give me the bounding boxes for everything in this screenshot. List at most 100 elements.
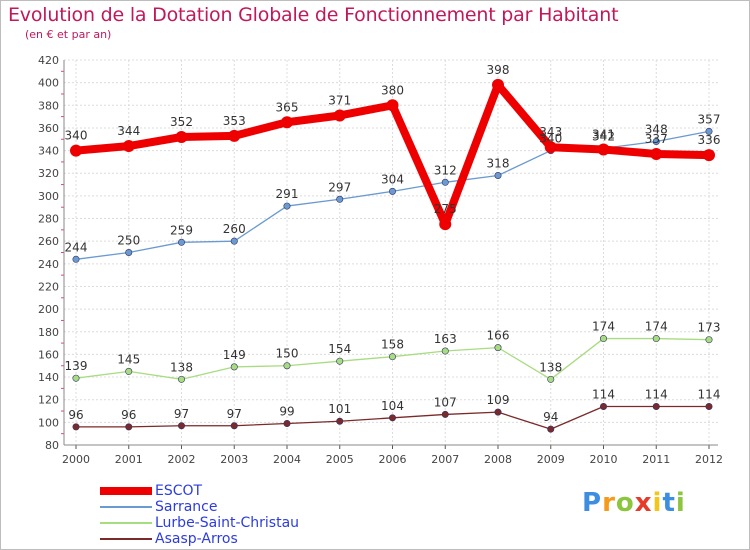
data-label: 343 — [539, 125, 562, 139]
data-label: 398 — [487, 63, 510, 77]
y-tick-label: 200 — [38, 303, 59, 316]
data-label: 340 — [65, 129, 88, 143]
data-label: 94 — [543, 410, 558, 424]
logo-letter: i — [675, 488, 686, 518]
data-label: 139 — [65, 359, 88, 373]
y-tick-label: 220 — [38, 280, 59, 293]
data-point — [441, 410, 449, 418]
data-point — [441, 178, 449, 186]
data-point — [283, 202, 291, 210]
y-tick-label: 400 — [38, 77, 59, 90]
data-label: 348 — [645, 123, 668, 137]
data-label: 357 — [698, 112, 721, 126]
legend-swatch-lurbe-saint-christau — [100, 522, 152, 524]
x-tick-label: 2012 — [695, 453, 723, 466]
y-tick-label: 360 — [38, 122, 59, 135]
data-label: 365 — [276, 100, 299, 114]
y-tick-label: 280 — [38, 213, 59, 226]
x-tick-label: 2009 — [537, 453, 565, 466]
data-label: 96 — [121, 408, 136, 422]
data-point — [494, 344, 502, 352]
data-label: 149 — [223, 348, 246, 362]
data-label: 259 — [170, 223, 193, 237]
logo-letter: o — [615, 488, 635, 518]
data-point — [705, 127, 713, 135]
data-label: 96 — [68, 408, 83, 422]
data-label: 173 — [698, 321, 721, 335]
y-tick-label: 380 — [38, 99, 59, 112]
x-tick-label: 2007 — [431, 453, 459, 466]
y-tick-label: 140 — [38, 371, 59, 384]
data-label: 275 — [434, 202, 457, 216]
y-tick-label: 320 — [38, 167, 59, 180]
legend-label-lurbe-saint-christau: Lurbe-Saint-Christau — [155, 515, 300, 531]
data-label: 101 — [328, 402, 351, 416]
data-label: 291 — [276, 187, 299, 201]
data-point — [70, 144, 82, 157]
data-label: 340 — [539, 132, 562, 146]
x-tick-label: 2003 — [220, 453, 248, 466]
y-tick-label: 340 — [38, 145, 59, 158]
data-point — [125, 367, 133, 375]
legend-label-asasp-arros: Asasp-Arros — [155, 531, 238, 547]
data-point — [228, 129, 241, 142]
x-tick-label: 2001 — [115, 453, 143, 466]
data-point — [599, 335, 607, 343]
y-tick-label: 160 — [38, 348, 59, 361]
data-label: 174 — [645, 320, 668, 334]
data-point — [597, 143, 610, 156]
x-tick-label: 2008 — [484, 453, 512, 466]
logo-letter: x — [634, 488, 653, 518]
data-point — [705, 336, 713, 344]
legend-item-lurbe-saint-christau: Lurbe-Saint-Christau — [100, 515, 420, 531]
y-tick-label: 80 — [45, 439, 59, 452]
data-point — [122, 140, 135, 153]
logo-letter: P — [582, 488, 603, 518]
data-point — [283, 419, 291, 427]
legend-label-escot: ESCOT — [155, 483, 203, 499]
y-tick-label: 420 — [38, 54, 59, 67]
data-point — [178, 422, 186, 430]
data-label: 109 — [487, 393, 510, 407]
y-tick-label: 120 — [38, 394, 59, 407]
data-point — [72, 374, 80, 382]
data-label: 114 — [592, 388, 615, 402]
chart-title: Evolution de la Dotation Globale de Fonc… — [8, 4, 619, 26]
data-label: 312 — [434, 163, 457, 177]
data-point — [281, 116, 293, 129]
plot-area — [64, 60, 718, 445]
data-label: 250 — [117, 234, 140, 248]
data-point — [599, 402, 607, 410]
legend-item-escot: ESCOT — [100, 483, 420, 499]
data-point — [388, 187, 396, 195]
data-point — [175, 131, 188, 143]
data-label: 114 — [698, 388, 721, 402]
x-tick-label: 2004 — [273, 453, 301, 466]
data-label: 138 — [539, 360, 562, 374]
data-point — [283, 362, 291, 370]
data-point — [178, 238, 186, 246]
data-label: 114 — [645, 388, 668, 402]
logo-letter: r — [602, 488, 616, 518]
data-point — [333, 109, 346, 122]
data-label: 163 — [434, 332, 457, 346]
chart-subtitle: (en € et par an) — [25, 28, 112, 41]
y-tick-label: 100 — [38, 416, 59, 429]
data-label: 150 — [276, 347, 299, 361]
data-point — [336, 357, 344, 365]
x-tick-label: 2005 — [326, 453, 354, 466]
data-label: 371 — [328, 93, 351, 107]
data-point — [705, 402, 713, 410]
data-label: 304 — [381, 172, 404, 186]
logo-letter: i — [652, 488, 663, 518]
data-point — [547, 375, 555, 383]
data-label: 341 — [592, 127, 615, 141]
data-label: 166 — [487, 329, 510, 343]
data-point — [547, 425, 555, 433]
line-chart: 80 100 120 140 160 180 200 220 240 260 280 300 320 34… — [38, 54, 723, 466]
legend-swatch-asasp-arros — [100, 538, 152, 540]
data-label: 260 — [223, 222, 246, 236]
data-point — [492, 78, 504, 91]
data-point — [336, 417, 344, 425]
legend-item-asasp-arros: Asasp-Arros — [100, 531, 420, 547]
